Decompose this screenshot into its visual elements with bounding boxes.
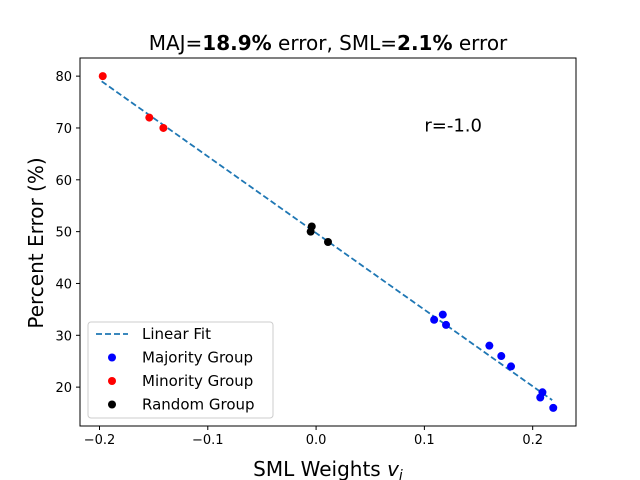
x-axis-ticks: −0.2 −0.1 0.0 0.1 0.2 (84, 426, 543, 448)
x-label-subscript: i (399, 468, 403, 480)
chart-legend: Linear Fit Majority Group Minority Group Ra… (87, 321, 274, 419)
y-tick-label: 40 (55, 277, 72, 292)
y-tick-label: 30 (55, 329, 72, 344)
title-part-1: 18.9% (202, 31, 271, 55)
random-group-point (324, 238, 332, 246)
x-label-variable: v (387, 457, 400, 480)
legend-label-linear-fit: Linear Fit (142, 325, 211, 343)
legend-swatch-minority-group (108, 377, 116, 385)
y-tick-label: 70 (55, 122, 72, 137)
legend-box (87, 321, 274, 419)
majority-group-point (485, 341, 494, 350)
correlation-annotation: r=-1.0 (424, 115, 482, 136)
x-tick-label: 0.1 (414, 433, 435, 448)
majority-group-point (538, 388, 547, 397)
title-part-3: 2.1% (397, 31, 452, 55)
chart-title: MAJ=18.9% error, SML=2.1% error (149, 31, 508, 55)
x-tick-label: 0.2 (522, 433, 543, 448)
data-points-layer (98, 72, 558, 412)
x-tick-label: −0.1 (192, 433, 224, 448)
majority-group-point (549, 403, 558, 412)
title-part-4: error (453, 31, 509, 55)
y-tick-label: 50 (55, 226, 72, 241)
legend-swatch-majority-group (108, 353, 116, 362)
y-axis-label: Percent Error (%) (24, 157, 48, 328)
majority-group-point (430, 315, 439, 324)
y-axis-ticks: 20 30 40 50 60 70 80 (55, 70, 80, 396)
majority-group-point (497, 352, 506, 361)
legend-swatch-random-group (108, 400, 116, 409)
majority-group-point (438, 310, 447, 319)
minority-group-point (145, 113, 154, 122)
legend-label-majority-group: Majority Group (142, 349, 253, 367)
majority-group-point (507, 362, 516, 371)
minority-group-point (159, 123, 168, 132)
plot-border (79, 57, 577, 427)
axes-frame (79, 57, 577, 427)
legend-label-random-group: Random Group (142, 396, 255, 414)
y-tick-label: 20 (55, 381, 72, 396)
title-part-0: MAJ= (149, 31, 203, 55)
x-axis-label: SML Weights vi (253, 457, 403, 480)
majority-group-point (442, 320, 451, 329)
title-part-2: error, SML= (272, 31, 397, 55)
y-tick-label: 80 (55, 70, 72, 85)
y-tick-label: 60 (55, 174, 72, 189)
minority-group-point (98, 72, 107, 81)
random-group-point (307, 222, 316, 231)
x-tick-label: 0.0 (306, 433, 327, 448)
x-tick-label: −0.2 (84, 433, 116, 448)
x-label-text: SML Weights (253, 457, 387, 480)
legend-label-minority-group: Minority Group (142, 372, 253, 390)
